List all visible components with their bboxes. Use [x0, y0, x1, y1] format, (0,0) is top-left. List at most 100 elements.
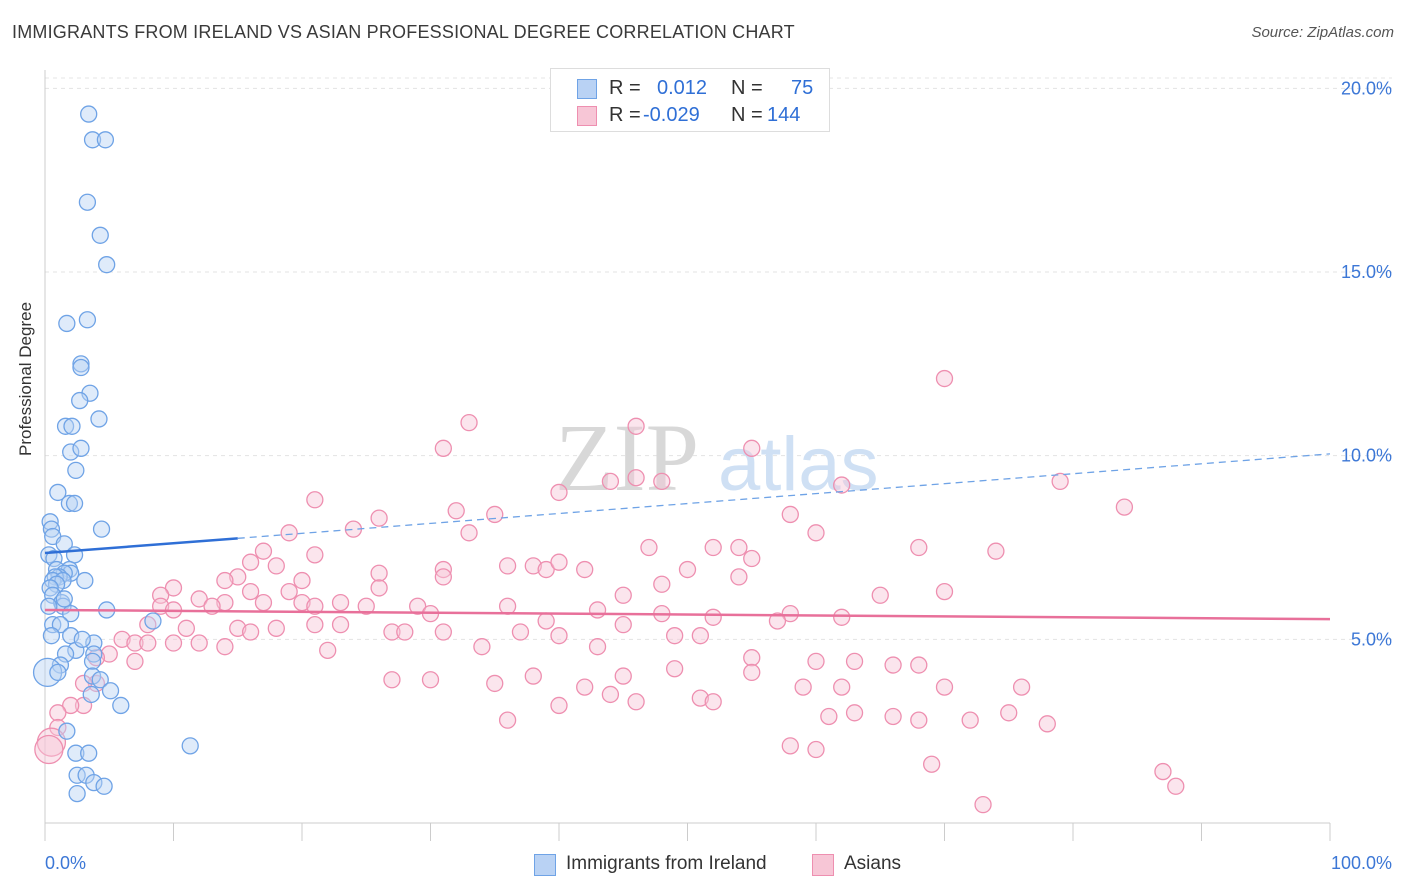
ireland-point: [56, 645, 75, 663]
ireland-point: [73, 630, 91, 648]
asians-point: [743, 549, 761, 568]
ireland-point: [72, 439, 90, 457]
ireland-point: [67, 744, 85, 762]
asians-point: [704, 538, 722, 557]
asians-point: [550, 696, 568, 715]
asians-point: [935, 582, 954, 601]
asians-point: [537, 612, 555, 630]
asians-point: [34, 734, 64, 765]
ireland-point: [90, 410, 108, 428]
ireland-point: [58, 722, 76, 740]
asians-point: [306, 597, 324, 615]
asians-point: [704, 608, 722, 626]
asians-point: [331, 615, 350, 634]
asians-point: [447, 502, 465, 520]
ireland-point: [91, 226, 109, 244]
legend-item-asians[interactable]: Asians: [812, 852, 922, 878]
asians-point: [1167, 777, 1185, 795]
asians-point: [177, 619, 196, 637]
stats-legend: R = 0.012 N = 75 R = -0.029 N = 144: [550, 68, 830, 132]
asians-point: [961, 711, 979, 729]
asians-point: [910, 538, 928, 557]
asians-point: [164, 634, 183, 652]
ireland-point: [92, 520, 111, 538]
data-points: [32, 105, 1185, 814]
legend-item-ireland[interactable]: Immigrants from Ireland: [534, 852, 794, 878]
asians-point: [910, 656, 928, 674]
asians-point: [319, 641, 337, 660]
ireland-point: [42, 627, 61, 645]
asians-point: [434, 623, 453, 641]
asians-point: [666, 627, 684, 645]
ireland-point: [96, 131, 115, 149]
asians-point: [845, 704, 864, 722]
ireland-point: [181, 737, 199, 755]
asians-point: [139, 634, 157, 652]
asians-point: [126, 652, 144, 671]
asians-point: [473, 638, 491, 656]
ireland-point: [76, 571, 94, 590]
watermark-zip: ZIP: [555, 404, 699, 511]
ireland-point: [49, 663, 67, 682]
asians-point: [640, 538, 658, 557]
asians-point: [421, 671, 440, 689]
asians-point: [524, 557, 542, 575]
ireland-point: [101, 682, 120, 700]
y-tick-label: 20.0%: [1341, 78, 1392, 98]
asians-point: [229, 568, 247, 586]
asians-point: [383, 671, 401, 689]
legend-swatch-asians: [812, 854, 834, 876]
asians-point: [164, 579, 183, 597]
ireland-point: [78, 311, 97, 329]
asians-point: [833, 608, 851, 626]
asians-point: [460, 524, 478, 542]
asians-point: [524, 667, 542, 685]
asians-point: [254, 542, 273, 560]
asians-point: [460, 413, 478, 432]
asians-point: [280, 582, 298, 601]
asians-point: [267, 619, 285, 637]
legend-label-asians: Asians: [844, 853, 902, 874]
tick-labels: 5.0% 10.0% 15.0% 20.0% 0.0% 100.0%: [45, 78, 1392, 873]
ireland-point: [85, 773, 103, 792]
ireland-point: [78, 193, 97, 211]
ireland-point: [72, 358, 90, 377]
asians-point: [884, 707, 902, 726]
asians-point: [306, 546, 324, 564]
ireland-point: [45, 549, 63, 568]
asians-trend-line: [44, 608, 1331, 621]
axes: [44, 70, 1331, 841]
asians-point: [627, 693, 645, 711]
asians-point: [486, 674, 504, 693]
r-value-asians: -0.029: [643, 104, 700, 126]
asians-point: [704, 693, 722, 711]
watermark: ZIP atlas: [555, 404, 879, 511]
asians-point: [1012, 678, 1031, 696]
trend-lines: [44, 453, 1331, 621]
asians-point: [1154, 762, 1172, 781]
stats-row-ireland: R = 0.012 N = 75: [551, 73, 829, 101]
asians-point: [190, 590, 208, 608]
stats-row-asians: R = -0.029 N = 144: [551, 100, 829, 128]
asians-point: [678, 560, 697, 579]
asians-point: [884, 656, 902, 674]
ireland-point: [83, 652, 102, 671]
ireland-point: [49, 483, 67, 502]
asians-point: [653, 575, 671, 593]
x-tick-label: 100.0%: [1331, 853, 1392, 873]
asians-point: [331, 593, 350, 612]
ireland-point: [40, 597, 58, 615]
asians-point: [781, 604, 799, 623]
asians-point: [768, 612, 787, 630]
asians-point: [1038, 715, 1056, 733]
asians-point: [370, 579, 388, 597]
legend-swatch-ireland: [534, 854, 556, 876]
asians-point: [781, 505, 799, 524]
asians-point: [807, 740, 825, 759]
asians-point: [781, 737, 799, 755]
asians-point: [486, 505, 504, 524]
asians-point: [987, 542, 1005, 560]
ireland-point: [65, 494, 84, 513]
asians-point: [113, 630, 131, 648]
asians-point: [833, 678, 851, 696]
